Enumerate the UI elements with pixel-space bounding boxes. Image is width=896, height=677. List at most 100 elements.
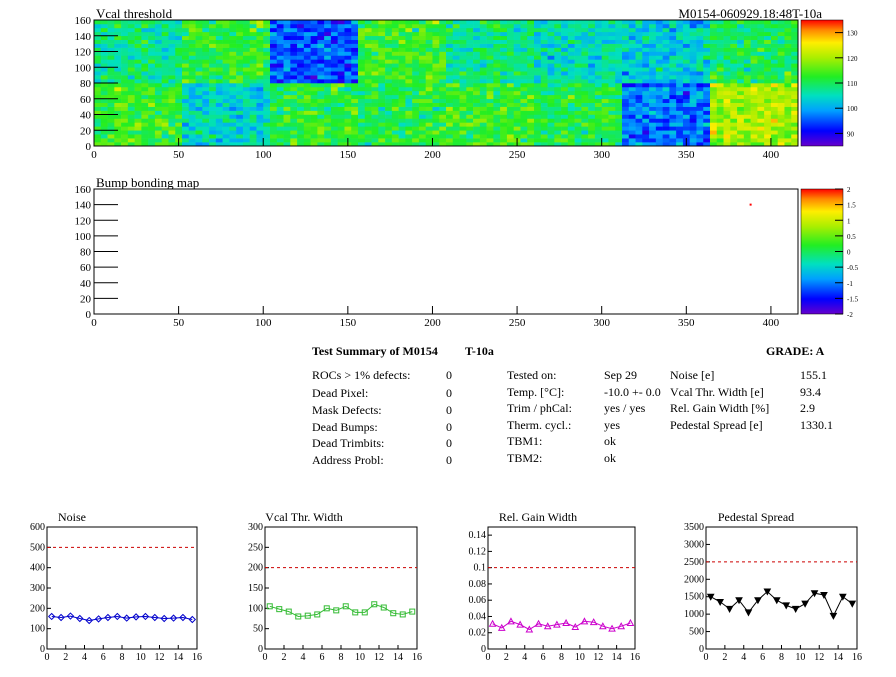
heatmap-cell <box>500 138 508 143</box>
heatmap-cell <box>730 122 738 127</box>
heatmap-cell <box>628 23 636 29</box>
heatmap-cell <box>710 83 718 88</box>
heatmap-cell <box>175 31 183 37</box>
heatmap-cell <box>263 118 271 123</box>
heatmap-cell <box>330 98 338 103</box>
heatmap-cell <box>710 110 718 115</box>
heatmap-cell <box>297 79 305 84</box>
module-id-label: M0154-060929.18:48T-10a <box>678 6 822 21</box>
heatmap-cell <box>121 102 129 107</box>
x-tick-label: 6 <box>101 652 106 663</box>
heatmap-cell <box>628 98 636 103</box>
heatmap-cell <box>506 110 514 115</box>
heatmap-cell <box>344 23 352 29</box>
heatmap-cell <box>500 43 508 48</box>
heatmap-cell <box>330 102 338 107</box>
heatmap-cell <box>547 47 555 52</box>
heatmap-cell <box>405 118 413 123</box>
heatmap-cell <box>743 31 751 37</box>
heatmap-cell <box>669 79 677 84</box>
heatmap-cell <box>669 114 677 119</box>
heatmap-cell <box>791 27 799 33</box>
heatmap-cell <box>466 71 474 76</box>
heatmap-cell <box>141 63 149 68</box>
heatmap-cell <box>209 86 217 92</box>
heatmap-cell <box>256 23 264 29</box>
heatmap-cell <box>689 118 697 123</box>
heatmap-cell <box>446 126 454 131</box>
heatmap-cell <box>635 106 643 111</box>
heatmap-cell <box>290 83 298 88</box>
heatmap-cell <box>581 134 589 139</box>
heatmap-cell <box>527 90 535 96</box>
heatmap-cell <box>737 138 745 143</box>
heatmap-cell <box>594 94 602 100</box>
heatmap-cell <box>405 83 413 88</box>
heatmap-cell <box>635 55 643 60</box>
heatmap-cell <box>344 39 352 44</box>
heatmap-cell <box>743 51 751 56</box>
heatmap-cell <box>371 31 379 37</box>
heatmap-cell <box>283 130 291 135</box>
heatmap-cell <box>561 51 569 56</box>
heatmap-cell <box>148 51 156 56</box>
heatmap-cell <box>276 94 284 100</box>
heatmap-cell <box>107 31 115 37</box>
heatmap-cell <box>242 86 250 92</box>
y-tick-label: 160 <box>75 15 92 27</box>
heatmap-cell <box>655 71 663 76</box>
heatmap-cell <box>398 79 406 84</box>
heatmap-cell <box>764 51 772 56</box>
heatmap-cell <box>412 35 420 40</box>
heatmap-cell <box>303 59 311 64</box>
heatmap-cell <box>385 142 393 147</box>
heatmap-cell <box>622 31 630 37</box>
heatmap-cell <box>236 102 244 107</box>
heatmap-cell <box>730 39 738 44</box>
heatmap-cell <box>242 27 250 33</box>
heatmap-cell <box>107 114 115 119</box>
heatmap-cell <box>479 122 487 127</box>
heatmap-cell <box>134 67 142 72</box>
x-tick-label: 10 <box>795 652 805 663</box>
heatmap-cell <box>310 126 318 131</box>
heatmap-cell <box>297 118 305 123</box>
heatmap-cell <box>209 83 217 88</box>
heatmap-cell <box>770 23 778 29</box>
heatmap-cell <box>581 114 589 119</box>
heatmap-cell <box>297 102 305 107</box>
heatmap-cell <box>222 118 230 123</box>
heatmap-cell <box>452 47 460 52</box>
heatmap-cell <box>195 110 203 115</box>
heatmap-cell <box>723 142 731 147</box>
heatmap-cell <box>750 130 758 135</box>
heatmap-cell <box>127 134 135 139</box>
gain-width-plot: Rel. Gain Width 0 2 4 6 8 10 12 14 1600.020.040.… <box>469 510 641 663</box>
heatmap-cell <box>297 86 305 92</box>
heatmap-cell <box>540 114 548 119</box>
heatmap-cell <box>270 59 278 64</box>
heatmap-cell <box>148 86 156 92</box>
heatmap-cell <box>391 75 399 80</box>
heatmap-cell <box>175 23 183 29</box>
heatmap-cell <box>202 110 210 115</box>
heatmap-cell <box>547 83 555 88</box>
data-point <box>160 614 168 623</box>
heatmap-cell <box>317 126 325 131</box>
heatmap-cell <box>446 23 454 29</box>
heatmap-cell <box>662 138 670 143</box>
heatmap-cell <box>534 75 542 80</box>
heatmap-cell <box>479 102 487 107</box>
heatmap-cell <box>317 59 325 64</box>
heatmap-cell <box>432 79 440 84</box>
heatmap-cell <box>493 102 501 107</box>
heatmap-cell <box>242 102 250 107</box>
heatmap-cell <box>317 86 325 92</box>
heatmap-cell <box>344 106 352 111</box>
y-tick-label: 0.02 <box>469 628 487 639</box>
heatmap-cell <box>513 106 521 111</box>
data-point <box>188 615 197 624</box>
heatmap-cell <box>154 106 162 111</box>
heatmap-cell <box>588 43 596 48</box>
heatmap-cell <box>134 51 142 56</box>
